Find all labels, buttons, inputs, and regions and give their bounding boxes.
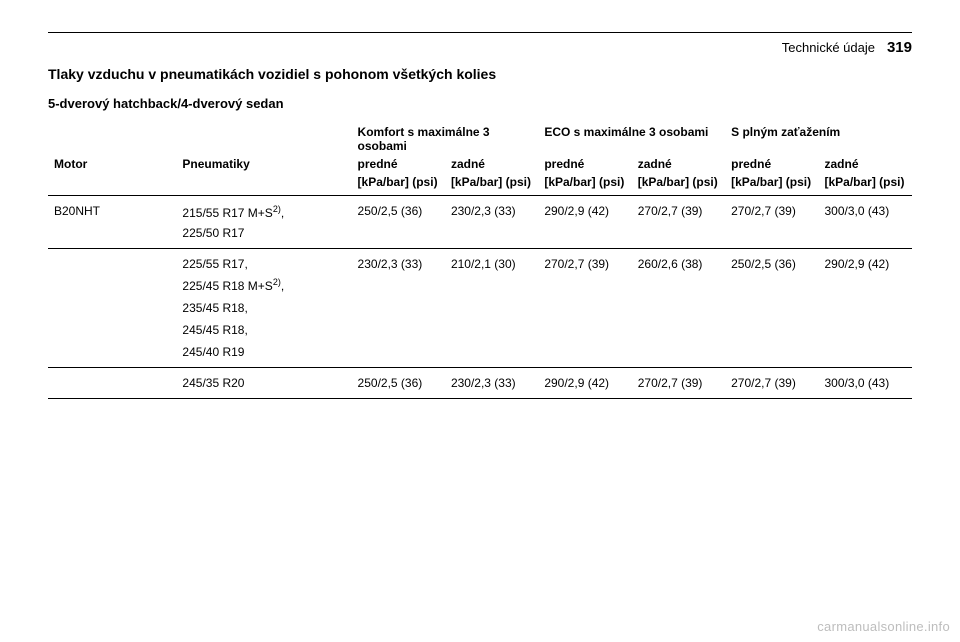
cell-value: 300/3,0 (43) — [819, 196, 913, 223]
cell-value: 290/2,9 (42) — [538, 368, 631, 399]
col-group-full: S plným zaťažením — [725, 121, 912, 155]
table-header-units: [kPa/bar] (psi) [kPa/bar] (psi) [kPa/bar… — [48, 173, 912, 196]
cell-value: 250/2,5 (36) — [352, 368, 445, 399]
page-header: Technické údaje 319 — [48, 39, 912, 56]
top-rule — [48, 32, 912, 33]
col-unit: [kPa/bar] (psi) — [725, 173, 818, 196]
cell-tire: 225/45 R18 M+S2), — [176, 273, 351, 297]
watermark: carmanualsonline.info — [817, 619, 950, 634]
col-front: predné — [352, 155, 445, 173]
table-row: 225/50 R17 — [48, 222, 912, 249]
cell-value: 230/2,3 (33) — [445, 196, 538, 223]
cell-tire: 245/40 R19 — [176, 341, 351, 368]
cell-value: 230/2,3 (33) — [352, 249, 445, 274]
cell-tire: 245/35 R20 — [176, 368, 351, 399]
cell-value: 290/2,9 (42) — [819, 249, 913, 274]
cell-value: 230/2,3 (33) — [445, 368, 538, 399]
cell-tire: 225/55 R17, — [176, 249, 351, 274]
col-rear: zadné — [819, 155, 913, 173]
col-unit: [kPa/bar] (psi) — [445, 173, 538, 196]
cell-value: 300/3,0 (43) — [819, 368, 913, 399]
table-header-groups: Komfort s maximálne 3 osobami ECO s maxi… — [48, 121, 912, 155]
col-unit: [kPa/bar] (psi) — [632, 173, 725, 196]
cell-value: 250/2,5 (36) — [352, 196, 445, 223]
cell-tire: 235/45 R18, — [176, 297, 351, 319]
cell-value: 290/2,9 (42) — [538, 196, 631, 223]
table-header-sub: Motor Pneumatiky predné zadné predné zad… — [48, 155, 912, 173]
col-tires: Pneumatiky — [176, 155, 351, 173]
page-number: 319 — [887, 39, 912, 56]
table-row: B20NHT 215/55 R17 M+S2), 250/2,5 (36) 23… — [48, 196, 912, 223]
cell-value: 210/2,1 (30) — [445, 249, 538, 274]
table-row: 245/35 R20 250/2,5 (36) 230/2,3 (33) 290… — [48, 368, 912, 399]
col-front: predné — [538, 155, 631, 173]
table-row: 225/55 R17, 230/2,3 (33) 210/2,1 (30) 27… — [48, 249, 912, 274]
col-motor: Motor — [48, 155, 176, 173]
col-group-comfort: Komfort s maximálne 3 osobami — [352, 121, 539, 155]
col-unit: [kPa/bar] (psi) — [538, 173, 631, 196]
table-row: 245/45 R18, — [48, 319, 912, 341]
col-unit: [kPa/bar] (psi) — [819, 173, 913, 196]
table-row: 245/40 R19 — [48, 341, 912, 368]
col-front: predné — [725, 155, 818, 173]
main-heading: Tlaky vzduchu v pneumatikách vozidiel s … — [48, 66, 912, 82]
cell-value: 250/2,5 (36) — [725, 249, 818, 274]
col-rear: zadné — [445, 155, 538, 173]
sub-heading: 5-dverový hatchback/4-dverový sedan — [48, 96, 912, 111]
table-row: 225/45 R18 M+S2), — [48, 273, 912, 297]
cell-tire: 215/55 R17 M+S2), — [176, 196, 351, 223]
cell-value: 270/2,7 (39) — [725, 196, 818, 223]
table-row: 235/45 R18, — [48, 297, 912, 319]
col-group-eco: ECO s maximálne 3 osobami — [538, 121, 725, 155]
cell-tire: 245/45 R18, — [176, 319, 351, 341]
cell-value: 270/2,7 (39) — [538, 249, 631, 274]
cell-engine: B20NHT — [48, 196, 176, 223]
cell-tire: 225/50 R17 — [176, 222, 351, 249]
col-unit: [kPa/bar] (psi) — [352, 173, 445, 196]
cell-value: 270/2,7 (39) — [725, 368, 818, 399]
cell-value: 260/2,6 (38) — [632, 249, 725, 274]
col-rear: zadné — [632, 155, 725, 173]
pressure-table: Komfort s maximálne 3 osobami ECO s maxi… — [48, 121, 912, 399]
cell-value: 270/2,7 (39) — [632, 368, 725, 399]
section-title: Technické údaje — [782, 40, 875, 55]
cell-value: 270/2,7 (39) — [632, 196, 725, 223]
table-body: B20NHT 215/55 R17 M+S2), 250/2,5 (36) 23… — [48, 196, 912, 399]
